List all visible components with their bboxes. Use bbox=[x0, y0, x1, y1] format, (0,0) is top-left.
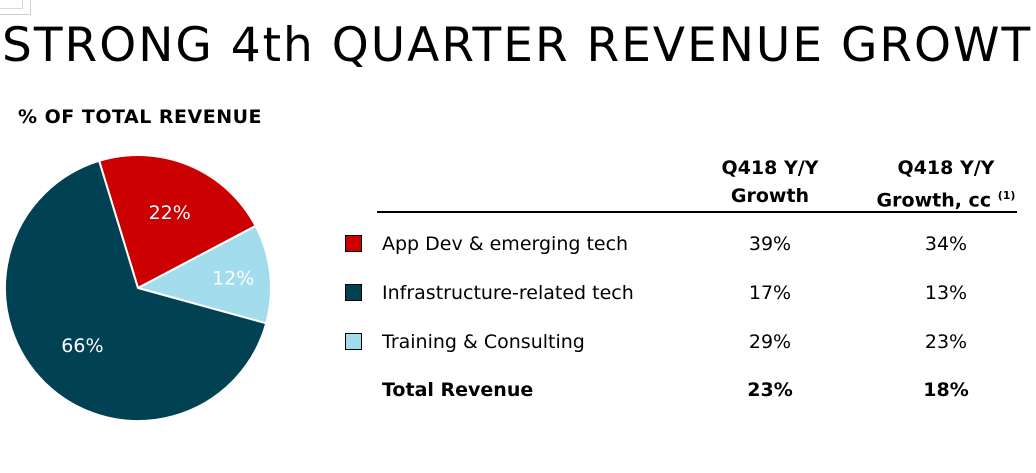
table-header-rule bbox=[377, 211, 1017, 213]
chart-subtitle: % OF TOTAL REVENUE bbox=[18, 106, 263, 128]
growth-cc-value: 23% bbox=[924, 331, 968, 353]
header-growth-cc-line1: Q418 Y/Y bbox=[897, 157, 995, 179]
row-label: Infrastructure-related tech bbox=[382, 282, 634, 304]
legend-swatch bbox=[345, 235, 362, 252]
pie-slice-label-2: 66% bbox=[61, 335, 103, 357]
header-growth-cc-line2: Growth, cc bbox=[876, 189, 992, 212]
pie-slice-2 bbox=[4, 159, 268, 422]
pie-slice-0 bbox=[97, 154, 258, 290]
growth-value: 39% bbox=[748, 233, 792, 255]
pie-slice-label-0: 22% bbox=[149, 202, 191, 224]
growth-cc-value: 18% bbox=[923, 379, 969, 401]
table-row: Training & Consulting 29% 23% bbox=[0, 327, 1036, 357]
row-label: Total Revenue bbox=[382, 379, 534, 401]
growth-cc-value: 34% bbox=[924, 233, 968, 255]
table-row: Infrastructure-related tech 17% 13% bbox=[0, 278, 1036, 308]
slide-title: STRONG 4th QUARTER REVENUE GROWTH bbox=[2, 18, 1036, 73]
pie-slice-label-1: 12% bbox=[212, 268, 254, 290]
growth-cc-value: 13% bbox=[924, 282, 968, 304]
pie-slice-1 bbox=[135, 224, 272, 325]
row-label: Training & Consulting bbox=[382, 331, 585, 353]
header-growth: Q418 Y/Y Growth bbox=[680, 154, 860, 210]
growth-value: 17% bbox=[748, 282, 792, 304]
corner-decoration bbox=[0, 0, 31, 15]
legend-swatch bbox=[345, 284, 362, 301]
table-row: App Dev & emerging tech 39% 34% bbox=[0, 229, 1036, 259]
revenue-pie-chart: 22% 12% 66% bbox=[4, 154, 272, 422]
footnote-marker: (1) bbox=[997, 189, 1016, 202]
growth-value: 23% bbox=[747, 379, 793, 401]
header-growth-line1: Q418 Y/Y bbox=[721, 157, 819, 179]
header-growth-line2: Growth bbox=[730, 185, 810, 207]
table-row: Total Revenue 23% 18% bbox=[0, 375, 1036, 405]
legend-swatch bbox=[345, 333, 362, 350]
row-label: App Dev & emerging tech bbox=[382, 233, 629, 255]
growth-value: 29% bbox=[748, 331, 792, 353]
header-growth-cc: Q418 Y/Y Growth, cc (1) bbox=[856, 154, 1036, 214]
